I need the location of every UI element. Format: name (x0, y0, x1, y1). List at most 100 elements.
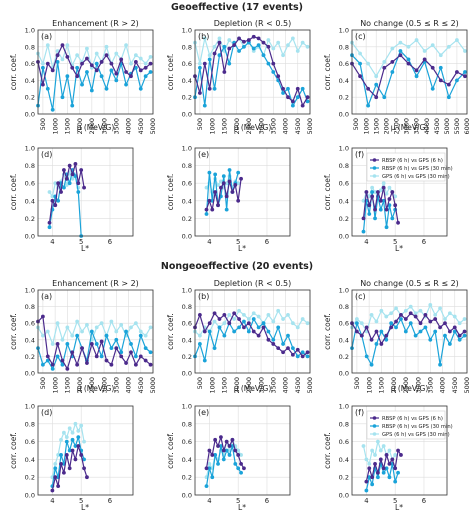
data-point (204, 212, 209, 216)
data-point (56, 484, 61, 488)
panel-letter: (a) (41, 292, 52, 301)
legend-label: RBSP (6 h) vs GPS (30 min) (382, 424, 453, 430)
data-point (233, 183, 238, 187)
data-point (242, 44, 246, 49)
data-point (358, 51, 362, 56)
y-axis-label: corr. coef. (9, 313, 18, 350)
data-point (197, 313, 202, 317)
data-point (60, 362, 65, 367)
data-point (138, 333, 143, 338)
data-point (408, 321, 413, 326)
data-point (222, 70, 227, 74)
x-tick-label: 4000 (439, 377, 447, 394)
data-point (271, 61, 276, 66)
y-tick-label: 0.6 (339, 320, 349, 328)
y-tick-label: 0.4 (25, 336, 35, 344)
data-point (378, 188, 383, 193)
data-point (251, 317, 256, 321)
y-tick-label: 1.0 (25, 287, 35, 295)
data-point (104, 333, 109, 338)
axes-frame (194, 29, 311, 115)
x-tick-label: 4 (364, 497, 368, 505)
y-tick-label: 0.2 (339, 353, 349, 361)
y-tick-label: 0.6 (25, 438, 35, 446)
data-point (446, 44, 451, 49)
data-point (376, 439, 380, 444)
data-point (438, 53, 443, 58)
y-axis-label: corr. coef. (166, 313, 175, 350)
data-point (50, 488, 55, 493)
axes-frame (351, 405, 448, 496)
y-tick-label: 0.2 (182, 353, 192, 361)
data-point (75, 319, 80, 324)
data-point (359, 333, 364, 338)
data-point (447, 342, 452, 346)
data-point (462, 329, 467, 334)
data-point (381, 444, 386, 448)
data-point (50, 342, 55, 346)
data-point (366, 103, 371, 108)
data-point (246, 317, 251, 321)
data-point (45, 43, 50, 48)
data-point (370, 448, 375, 453)
data-point (216, 461, 220, 466)
data-point (40, 61, 45, 66)
y-tick-label: 0.4 (182, 336, 192, 344)
data-point (462, 333, 467, 338)
data-point (290, 321, 295, 326)
data-point (364, 354, 369, 359)
x-tick-label: 1500 (372, 118, 380, 135)
data-point (207, 57, 212, 62)
data-point (379, 342, 384, 346)
data-point (224, 194, 229, 199)
x-tick-label: 2000 (76, 377, 84, 394)
x-tick-label: 2000 (382, 118, 390, 135)
data-point (129, 325, 133, 330)
data-point (219, 435, 223, 440)
data-point (232, 329, 237, 334)
data-point (64, 176, 69, 181)
data-point (390, 70, 395, 74)
data-point (227, 444, 232, 448)
axes-frame (351, 147, 448, 237)
y-tick-label: 0.4 (25, 77, 35, 85)
data-point (221, 181, 226, 186)
y-tick-label: 0.4 (182, 197, 192, 205)
data-point (276, 40, 281, 45)
legend-swatch-marker (372, 424, 377, 428)
data-point (237, 36, 241, 41)
data-point (217, 317, 222, 321)
data-point (236, 453, 241, 457)
data-point (202, 36, 207, 41)
data-point (463, 74, 467, 79)
data-point (109, 61, 114, 66)
data-point (438, 306, 442, 311)
data-point (239, 176, 243, 181)
data-point (237, 325, 241, 330)
data-point (384, 333, 389, 338)
data-point (382, 65, 387, 70)
data-point (374, 329, 379, 334)
x-tick-label: 4000 (423, 118, 431, 135)
data-point (271, 342, 276, 346)
data-point (463, 70, 467, 74)
data-point (237, 308, 241, 313)
data-point (143, 74, 148, 79)
data-point (423, 313, 428, 317)
axes-frame (37, 405, 134, 496)
data-point (414, 38, 419, 42)
data-point (80, 329, 84, 334)
x-tick-label: 1500 (64, 377, 72, 394)
data-point (202, 103, 207, 108)
x-tick-label: 6 (265, 497, 269, 505)
data-point (374, 342, 379, 346)
panel-letter: (f) (355, 408, 364, 417)
data-point (242, 39, 246, 44)
x-tick-label: 5000 (306, 377, 314, 394)
data-point (45, 61, 50, 66)
data-point (414, 68, 419, 73)
axes-frame (351, 289, 468, 374)
x-axis-label: L* (81, 503, 89, 512)
data-point (374, 319, 379, 324)
x-tick-label: 2500 (245, 377, 253, 394)
